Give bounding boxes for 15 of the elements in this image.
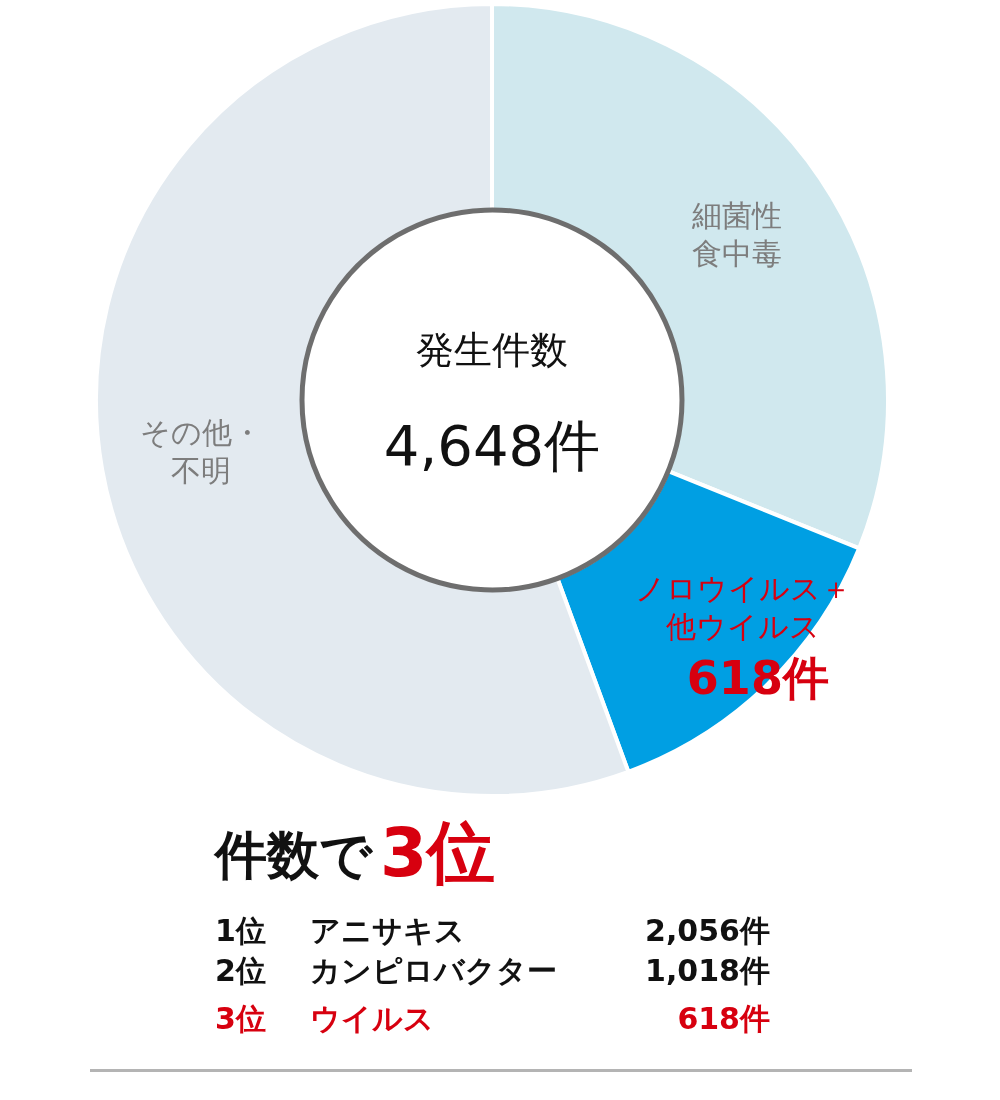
text: 件数で	[213, 825, 374, 885]
text: 1,018件	[645, 952, 770, 988]
text: カンピロバクター	[310, 952, 557, 988]
slice-label: その他・不明	[139, 415, 262, 489]
slice-label: 細菌性食中毒	[691, 197, 783, 271]
text: 2,056件	[645, 912, 770, 948]
text: 3位	[380, 812, 496, 892]
text: 3位	[215, 1000, 266, 1036]
text: 618件	[677, 1000, 770, 1036]
text: 4,648件	[383, 412, 601, 478]
text: 1位	[215, 912, 266, 948]
text: ウイルス	[310, 1000, 434, 1036]
text: アニサキス	[310, 912, 465, 948]
text: 2位	[215, 952, 266, 988]
text: 発生件数	[416, 328, 568, 372]
